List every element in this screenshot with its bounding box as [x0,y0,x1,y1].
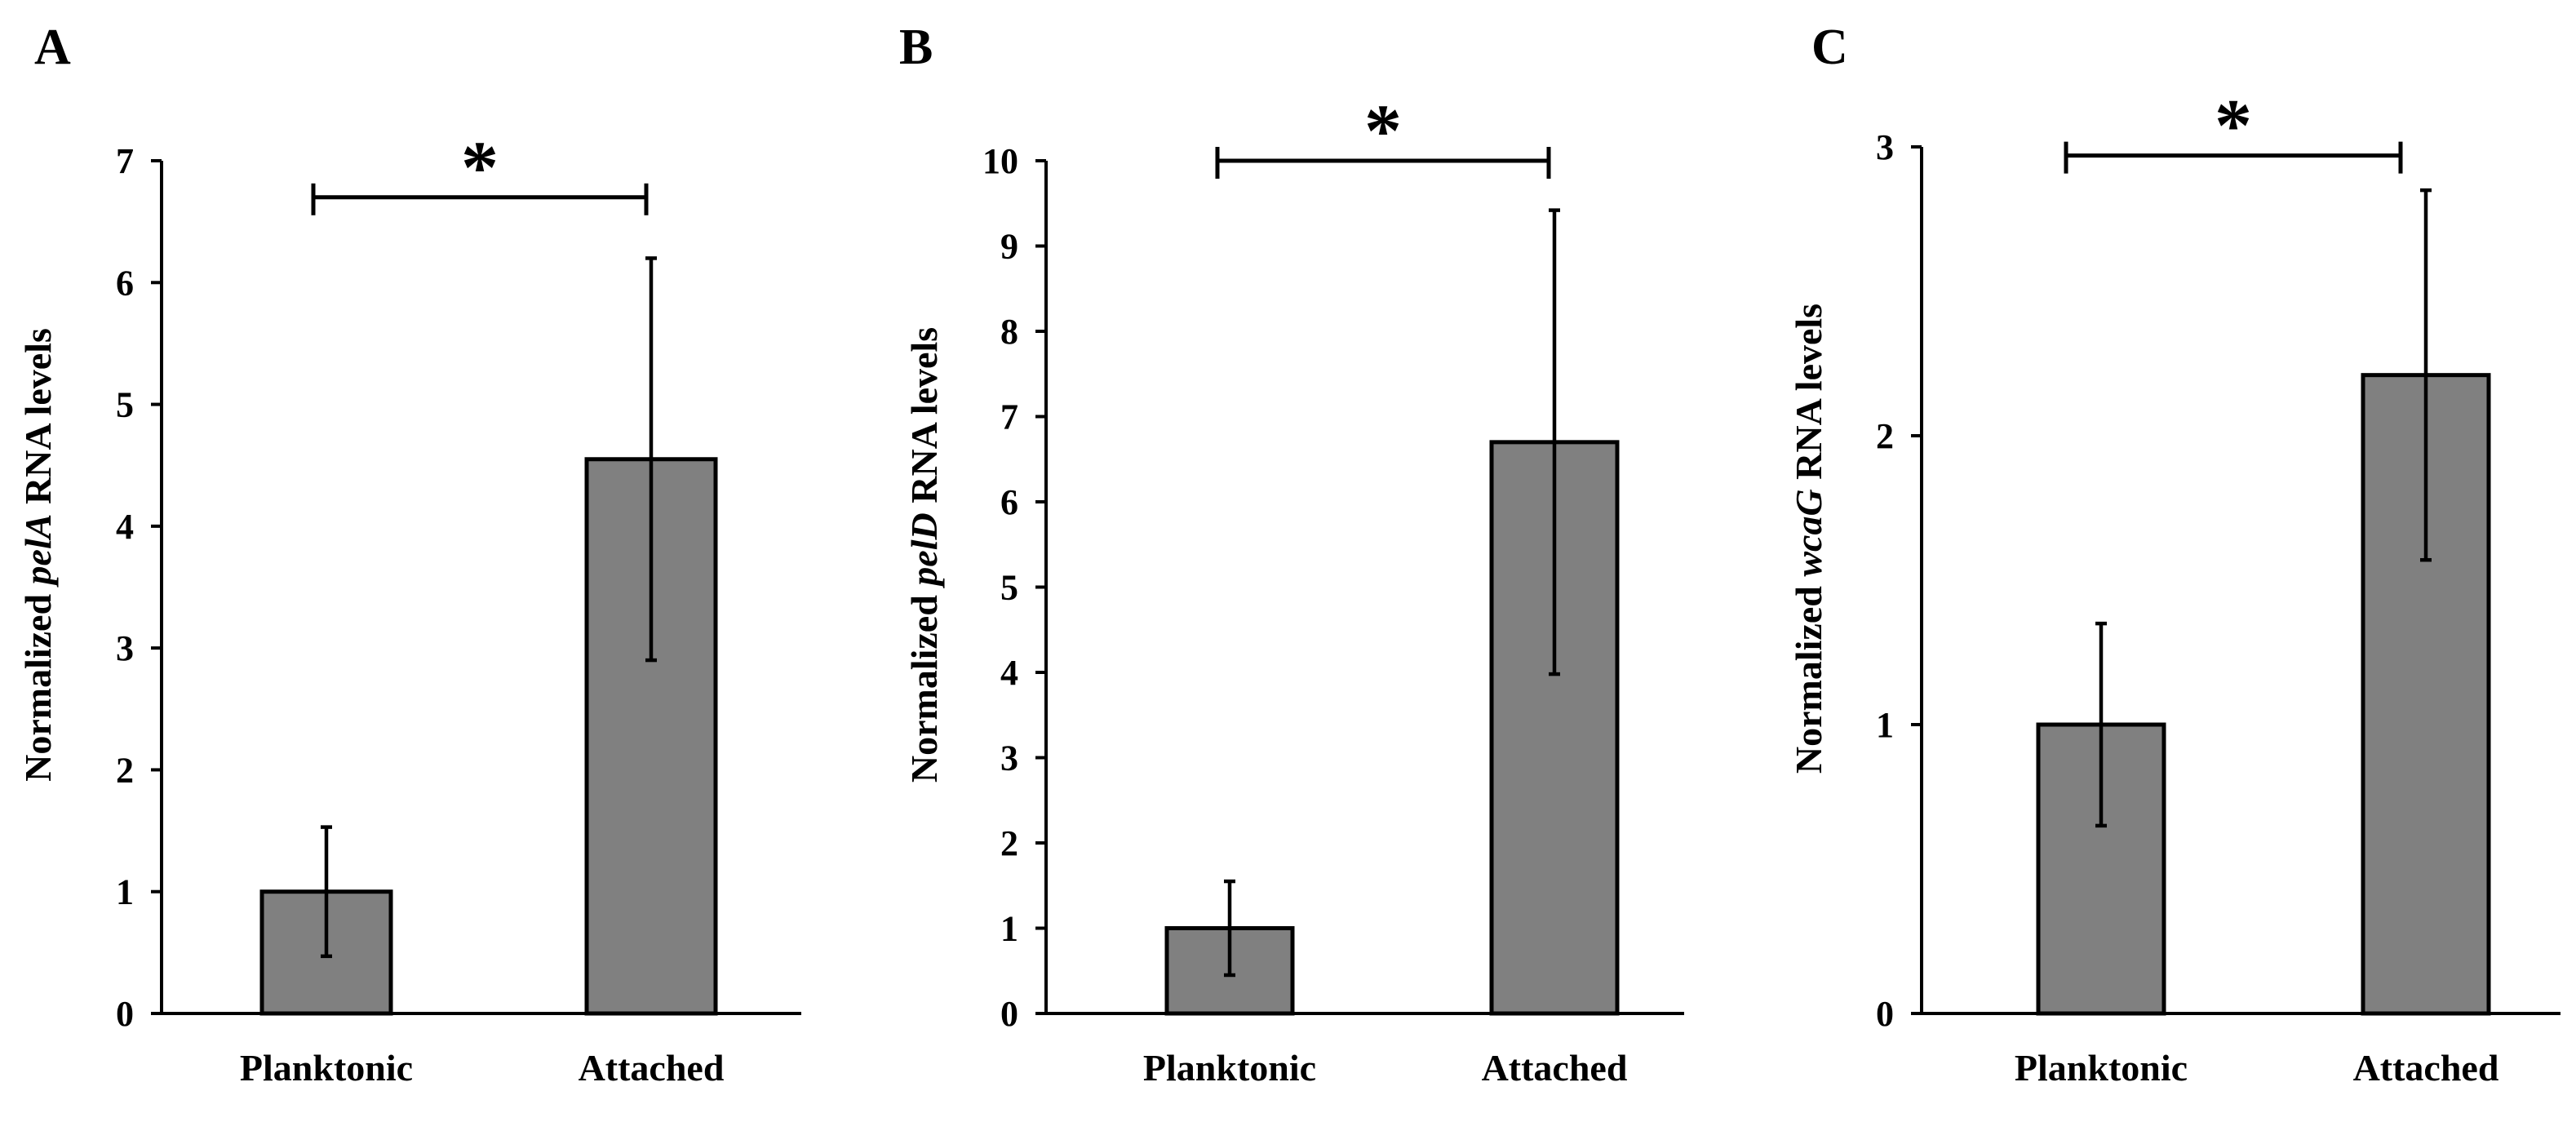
panel-a-category-label-attached: Attached [579,1047,725,1089]
panel-b-letter: B [899,20,933,75]
panel-b-y-tick-label: 7 [1000,397,1018,437]
panel-a-y-tick-label: 5 [116,385,134,425]
panel-c-y-tick-label: 1 [1876,705,1894,745]
panel-b-y-tick-label: 4 [1000,653,1018,693]
panel-a-y-tick-label: 3 [116,628,134,668]
panel-c-y-tick-label: 0 [1876,994,1894,1034]
panel-a-y-tick-label: 6 [116,263,134,303]
panel-c-significance-star: * [2215,84,2252,167]
panel-a-y-tick-label: 4 [116,507,134,547]
panel-a-y-tick-label: 0 [116,994,134,1034]
panel-b-y-tick-label: 3 [1000,738,1018,778]
panel-b-y-tick-label: 2 [1000,823,1018,863]
panel-c-y-axis-label: Normalized wcaG RNA levels [1788,304,1829,774]
panel-c-letter: C [1811,20,1848,75]
panel-a-category-label-planktonic: Planktonic [240,1047,413,1089]
panel-a-y-tick-label: 2 [116,750,134,790]
panel-c-y-tick-label: 2 [1876,416,1894,456]
panel-b-y-tick-label: 1 [1000,909,1018,949]
panel-a-significance-star: * [461,126,499,209]
panel-b-y-tick-label: 9 [1000,227,1018,267]
panel-a-y-axis-label: Normalized pelA RNA levels [17,328,59,782]
panel-a-letter: A [34,20,71,75]
panel-b-y-tick-label: 0 [1000,994,1018,1034]
panel-b-y-tick-label: 6 [1000,482,1018,522]
panel-b-category-label-attached: Attached [1482,1047,1628,1089]
panel-c: C Normalized wcaG RNA levels 0 1 2 3 Plankt… [1788,20,2560,1089]
panel-b-y-tick-label: 8 [1000,312,1018,352]
panel-b-y-tick-label: 10 [982,141,1018,181]
panel-a-y-tick-label: 1 [116,872,134,912]
panel-c-y-tick-label: 3 [1876,127,1894,167]
panel-b-y-tick-label: 5 [1000,568,1018,608]
panel-b-y-axis-label: Normalized pelD RNA levels [903,327,945,783]
panel-a-y-tick-label: 7 [116,141,134,181]
panel-b-category-label-planktonic: Planktonic [1143,1047,1316,1089]
panel-c-category-label-planktonic: Planktonic [2015,1047,2188,1089]
panel-b-significance-star: * [1364,89,1402,172]
panel-b: B Normalized pelD RNA levels 0 1 2 3 4 5 6 7 8 9 1… [899,20,1684,1089]
panel-c-category-label-attached: Attached [2353,1047,2499,1089]
panel-a: A Normalized pelA RNA levels 0 1 2 3 4 5 6 7 Pl… [17,20,801,1089]
